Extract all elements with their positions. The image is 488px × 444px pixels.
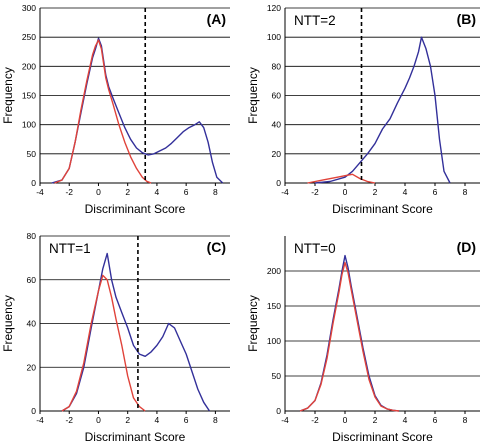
x-tick-label: 2 [125, 187, 130, 197]
y-tick-label: 50 [27, 149, 37, 159]
x-tick-label: 8 [463, 415, 468, 425]
x-tick-label: 2 [373, 187, 378, 197]
y-tick-label: 200 [267, 266, 281, 276]
x-tick-label: 2 [373, 415, 378, 425]
x-tick-label: 6 [433, 415, 438, 425]
y-tick-label: 100 [22, 120, 36, 130]
series-line-1 [51, 37, 224, 184]
x-tick-label: -2 [311, 415, 319, 425]
x-tick-label: 0 [343, 415, 348, 425]
y-tick-label: 80 [272, 61, 282, 71]
y-tick-label: 250 [22, 32, 36, 42]
ntt-label: NTT=1 [49, 241, 91, 256]
series-line-2 [54, 39, 152, 184]
y-tick-label: 0 [276, 178, 281, 188]
x-tick-label: 6 [433, 187, 438, 197]
x-axis-title: Discriminant Score [332, 202, 433, 216]
y-tick-label: 100 [267, 336, 281, 346]
panel-tag: (C) [207, 239, 226, 255]
series-line-2 [299, 261, 400, 412]
x-axis-title: Discriminant Score [332, 430, 433, 444]
y-tick-label: 40 [272, 120, 282, 130]
x-tick-label: 0 [96, 415, 101, 425]
series-line-2 [307, 173, 376, 184]
y-axis-title: Frequency [246, 295, 260, 352]
panel-tag: (D) [457, 239, 476, 255]
series-line-2 [61, 274, 146, 412]
x-tick-label: 6 [184, 415, 189, 425]
y-tick-label: 300 [22, 3, 36, 13]
x-tick-label: -4 [36, 415, 44, 425]
y-tick-label: 0 [31, 178, 36, 188]
y-tick-label: 80 [27, 231, 37, 241]
y-tick-label: 150 [22, 91, 36, 101]
y-tick-label: 0 [276, 406, 281, 416]
series-line-1 [61, 252, 211, 412]
x-tick-label: 2 [125, 415, 130, 425]
x-tick-label: 4 [155, 187, 160, 197]
x-tick-label: 8 [213, 415, 218, 425]
x-tick-label: -2 [65, 415, 73, 425]
x-axis-title: Discriminant Score [85, 430, 186, 444]
chart-panel-2: 0 20 40 60 80 100 120 -4 -2 0 2 4 6 8 Discriminant Sco… [246, 3, 480, 216]
y-tick-label: 50 [272, 371, 282, 381]
y-tick-label: 150 [267, 301, 281, 311]
x-tick-label: -4 [281, 187, 289, 197]
chart-panel-4: 0 50 100 150 200 -4 -2 0 2 4 6 8 Discriminant Score F… [246, 236, 480, 444]
y-tick-label: 100 [267, 32, 281, 42]
y-tick-label: 60 [27, 275, 37, 285]
x-tick-label: 4 [403, 187, 408, 197]
x-tick-label: 6 [184, 187, 189, 197]
x-tick-label: -2 [65, 187, 73, 197]
y-axis-title: Frequency [246, 67, 260, 124]
x-tick-label: 8 [463, 187, 468, 197]
x-tick-label: -4 [36, 187, 44, 197]
y-tick-label: 40 [27, 319, 37, 329]
x-tick-label: -4 [281, 415, 289, 425]
y-axis-title: Frequency [1, 67, 15, 124]
panel-tag: (B) [457, 11, 476, 27]
panel-tag: (A) [207, 11, 226, 27]
y-tick-label: 0 [31, 406, 36, 416]
y-tick-label: 20 [27, 362, 37, 372]
chart-panel-3: 0 20 40 60 80 -4 -2 0 2 4 6 8 Discriminant Score Freq… [1, 231, 230, 444]
y-axis-title: Frequency [1, 295, 15, 352]
x-tick-label: -2 [311, 187, 319, 197]
y-tick-label: 60 [272, 91, 282, 101]
chart-panel-1: 0 50 100 150 200 250 300 -4 -2 0 2 4 6 8 Discriminant … [1, 3, 230, 216]
series-line-1 [314, 36, 451, 184]
x-tick-label: 0 [96, 187, 101, 197]
x-axis-title: Discriminant Score [85, 202, 186, 216]
x-tick-label: 8 [213, 187, 218, 197]
x-tick-label: 4 [403, 415, 408, 425]
x-tick-label: 0 [343, 187, 348, 197]
y-tick-label: 200 [22, 61, 36, 71]
ntt-label: NTT=0 [294, 241, 336, 256]
x-tick-label: 4 [155, 415, 160, 425]
y-tick-label: 20 [272, 149, 282, 159]
ntt-label: NTT=2 [294, 13, 336, 28]
y-tick-label: 120 [267, 3, 281, 13]
